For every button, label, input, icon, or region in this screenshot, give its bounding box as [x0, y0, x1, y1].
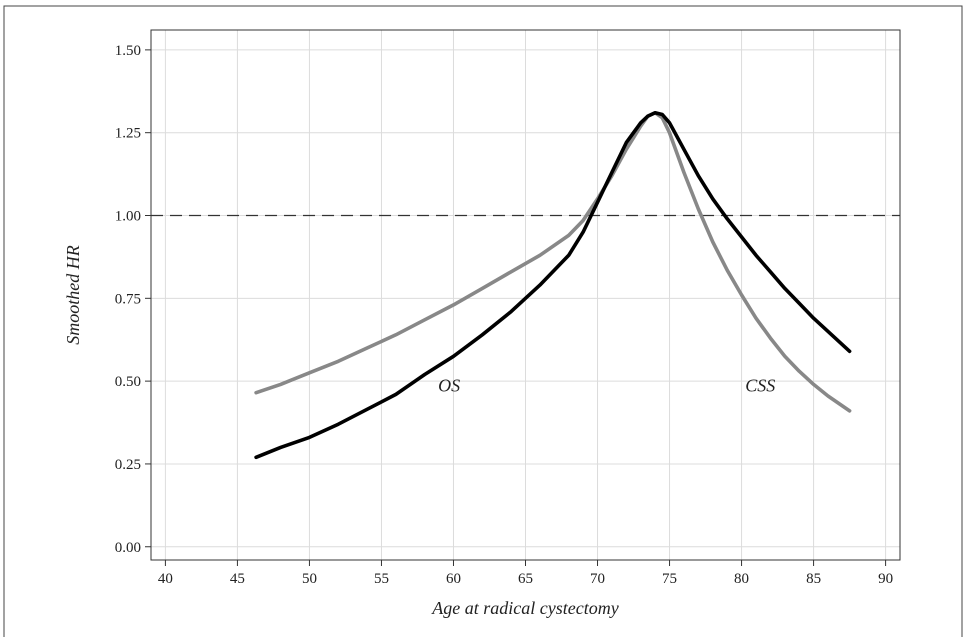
x-axis-title: Age at radical cystectomy	[431, 598, 618, 618]
y-axis-tick-labels: 0.00 0.25 0.50 0.75 1.00 1.25 1.50	[115, 43, 141, 556]
x-axis-tick-labels: 40 45 50 55 60 65 70 75 80 85 90	[158, 571, 893, 587]
x-tick-label: 85	[806, 571, 821, 587]
y-tick-label: 0.25	[115, 457, 141, 473]
x-tick-label: 60	[446, 571, 461, 587]
y-tick-label: 0.75	[115, 291, 141, 307]
annotation-os: OS	[438, 375, 460, 395]
annotation-css: CSS	[745, 375, 775, 395]
y-tick-label: 0.50	[115, 374, 141, 390]
series-layer	[254, 111, 852, 460]
x-tick-label: 55	[374, 571, 389, 587]
x-tick-label: 45	[230, 571, 245, 587]
x-tick-label: 75	[662, 571, 677, 587]
x-tick-label: 65	[518, 571, 533, 587]
x-tick-label: 70	[590, 571, 605, 587]
x-tick-label: 40	[158, 571, 173, 587]
y-axis-title: Smoothed HR	[63, 245, 83, 344]
y-tick-label: 0.00	[115, 540, 141, 556]
x-tick-label: 90	[878, 571, 893, 587]
y-tick-label: 1.50	[115, 43, 141, 59]
axis-ticks	[145, 49, 887, 566]
x-tick-label: 50	[302, 571, 317, 587]
series-line-2	[254, 111, 852, 413]
series-line-1	[254, 111, 852, 460]
x-tick-label: 80	[734, 571, 749, 587]
curve-annotations: OS CSS	[438, 375, 775, 395]
figure-border	[3, 5, 963, 637]
y-tick-label: 1.25	[115, 126, 141, 142]
y-tick-label: 1.00	[115, 209, 141, 225]
grid-lines	[151, 30, 900, 560]
